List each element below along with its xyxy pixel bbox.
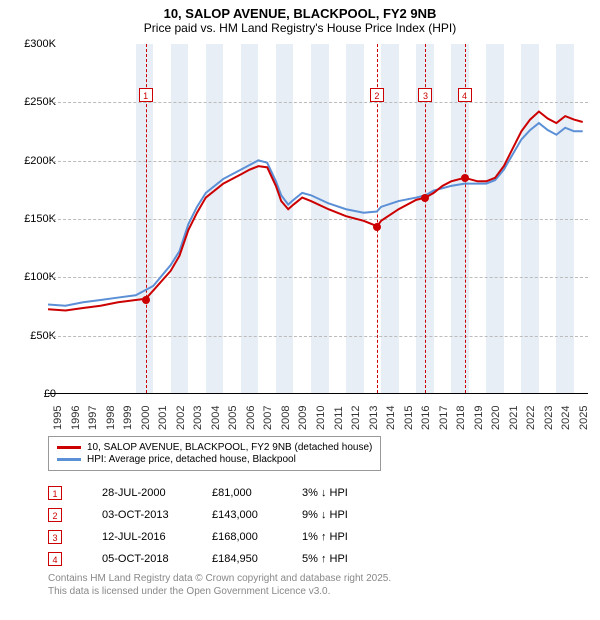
x-tick-label: 2009 <box>297 406 309 430</box>
transaction-delta: 9% ↓ HPI <box>302 509 392 521</box>
x-tick-label: 2006 <box>245 406 257 430</box>
transaction-date: 12-JUL-2016 <box>102 531 212 543</box>
legend-label-hpi: HPI: Average price, detached house, Blac… <box>87 454 296 465</box>
legend: 10, SALOP AVENUE, BLACKPOOL, FY2 9NB (de… <box>48 436 381 471</box>
transaction-row-2: 2 03-OCT-2013£143,0009% ↓ HPI <box>48 506 392 524</box>
transaction-row-3: 3 12-JUL-2016£168,0001% ↑ HPI <box>48 528 392 546</box>
transaction-delta: 5% ↑ HPI <box>302 553 392 565</box>
series-hpi <box>48 123 583 306</box>
x-tick-label: 2021 <box>508 406 520 430</box>
transaction-marker-2: 2 <box>48 508 62 522</box>
x-tick-label: 2001 <box>157 406 169 430</box>
x-tick-label: 2000 <box>140 406 152 430</box>
footer-attribution: Contains HM Land Registry data © Crown c… <box>48 572 391 598</box>
x-tick-label: 2005 <box>227 406 239 430</box>
marker-dot-1 <box>142 296 150 304</box>
transaction-row-4: 4 05-OCT-2018£184,9505% ↑ HPI <box>48 550 392 568</box>
x-tick-label: 2019 <box>473 406 485 430</box>
x-tick-label: 2017 <box>438 406 450 430</box>
x-tick-label: 2002 <box>175 406 187 430</box>
x-tick-label: 1997 <box>87 406 99 430</box>
x-tick-label: 1995 <box>52 406 64 430</box>
x-tick-label: 2014 <box>385 406 397 430</box>
x-tick-label: 2020 <box>490 406 502 430</box>
footer-line-1: Contains HM Land Registry data © Crown c… <box>48 572 391 585</box>
transaction-price: £168,000 <box>212 531 302 543</box>
transaction-date: 05-OCT-2018 <box>102 553 212 565</box>
transaction-price: £143,000 <box>212 509 302 521</box>
x-tick-label: 1996 <box>70 406 82 430</box>
transaction-price: £184,950 <box>212 553 302 565</box>
x-tick-label: 2015 <box>403 406 415 430</box>
marker-label-2: 2 <box>370 88 384 102</box>
transaction-marker-1: 1 <box>48 486 62 500</box>
x-tick-label: 2003 <box>192 406 204 430</box>
marker-label-1: 1 <box>139 88 153 102</box>
x-tick-label: 1998 <box>105 406 117 430</box>
transaction-date: 03-OCT-2013 <box>102 509 212 521</box>
chart-title: 10, SALOP AVENUE, BLACKPOOL, FY2 9NB <box>0 0 600 21</box>
transaction-row-1: 1 28-JUL-2000£81,0003% ↓ HPI <box>48 484 392 502</box>
transaction-date: 28-JUL-2000 <box>102 487 212 499</box>
x-tick-label: 2010 <box>315 406 327 430</box>
x-tick-label: 2018 <box>455 406 467 430</box>
chart-plot-area: 1 2 3 4 <box>48 44 588 394</box>
chart-subtitle: Price paid vs. HM Land Registry's House … <box>0 21 600 39</box>
x-tick-label: 2016 <box>420 406 432 430</box>
x-tick-label: 2023 <box>543 406 555 430</box>
x-tick-label: 2007 <box>262 406 274 430</box>
footer-line-2: This data is licensed under the Open Gov… <box>48 585 391 598</box>
series-property <box>48 112 583 311</box>
x-tick-label: 2024 <box>560 406 572 430</box>
legend-item-hpi: HPI: Average price, detached house, Blac… <box>57 454 372 465</box>
chart-container: 10, SALOP AVENUE, BLACKPOOL, FY2 9NB Pri… <box>0 0 600 620</box>
x-tick-label: 2011 <box>333 406 345 430</box>
marker-dot-3 <box>421 194 429 202</box>
x-tick-label: 2022 <box>525 406 537 430</box>
transaction-delta: 3% ↓ HPI <box>302 487 392 499</box>
x-tick-label: 1999 <box>122 406 134 430</box>
marker-dot-4 <box>461 174 469 182</box>
x-tick-label: 2008 <box>280 406 292 430</box>
transaction-price: £81,000 <box>212 487 302 499</box>
marker-label-4: 4 <box>458 88 472 102</box>
legend-item-property: 10, SALOP AVENUE, BLACKPOOL, FY2 9NB (de… <box>57 442 372 453</box>
x-tick-label: 2025 <box>578 406 590 430</box>
transaction-marker-3: 3 <box>48 530 62 544</box>
transaction-marker-4: 4 <box>48 552 62 566</box>
x-tick-label: 2013 <box>368 406 380 430</box>
marker-label-3: 3 <box>418 88 432 102</box>
transaction-delta: 1% ↑ HPI <box>302 531 392 543</box>
x-tick-label: 2012 <box>350 406 362 430</box>
transaction-table: 128-JUL-2000£81,0003% ↓ HPI203-OCT-2013£… <box>48 480 392 572</box>
marker-dot-2 <box>373 223 381 231</box>
x-tick-label: 2004 <box>210 406 222 430</box>
legend-label-property: 10, SALOP AVENUE, BLACKPOOL, FY2 9NB (de… <box>87 442 372 453</box>
